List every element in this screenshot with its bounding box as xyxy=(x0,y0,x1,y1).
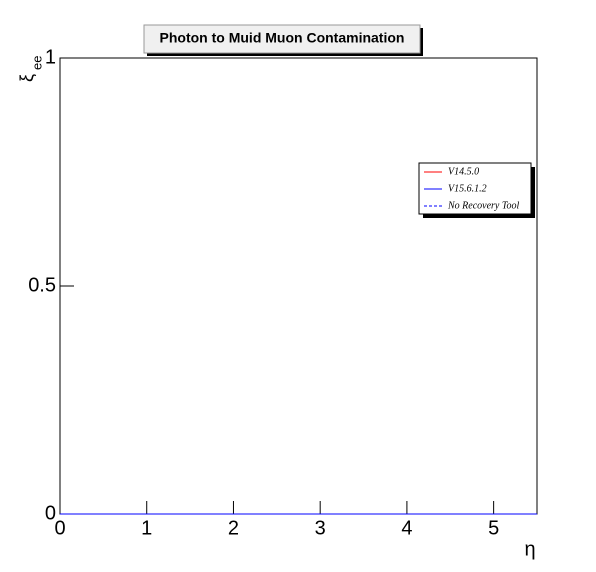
x-tick-label: 4 xyxy=(401,517,412,539)
legend: V14.5.0 V15.6.1.2 No Recovery Tool xyxy=(424,166,520,211)
legend-label: V14.5.0 xyxy=(448,166,479,177)
y-axis-symbol: ξ xyxy=(17,74,37,82)
legend-label: No Recovery Tool xyxy=(447,200,520,211)
x-tick-label: 5 xyxy=(488,517,499,539)
x-tick-label: 3 xyxy=(315,517,326,539)
title-box xyxy=(143,24,421,54)
y-axis-label: ξ ee xyxy=(17,56,45,82)
y-tick-label: 0.5 xyxy=(28,274,56,296)
x-axis-label: η xyxy=(524,538,535,560)
y-tick-label: 1 xyxy=(45,46,56,68)
y-axis-subscript: ee xyxy=(29,56,44,70)
chart-title: Photon to Muid Muon Contamination xyxy=(160,30,405,46)
x-tick-label: 1 xyxy=(141,517,152,539)
legend-label: V15.6.1.2 xyxy=(448,183,487,194)
x-tick-label: 2 xyxy=(228,517,239,539)
y-tick-label: 0 xyxy=(45,502,56,524)
x-tick-label: 0 xyxy=(54,517,65,539)
